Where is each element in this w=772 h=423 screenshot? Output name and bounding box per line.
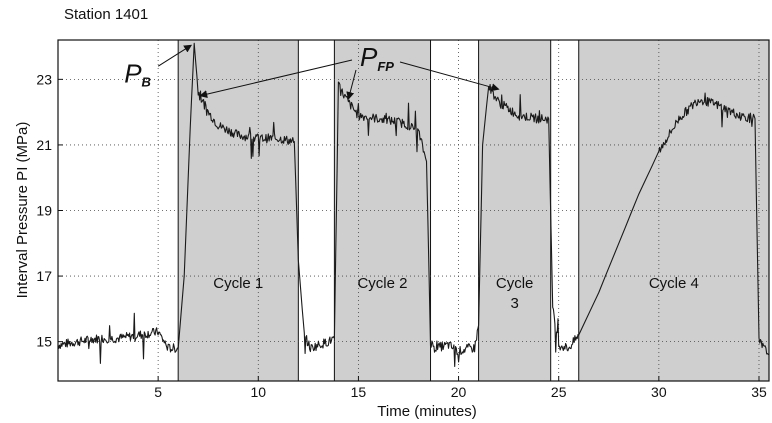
- x-axis-label: Time (minutes): [377, 403, 476, 420]
- pressure-series-line: [57, 42, 770, 368]
- y-tick-label: 19: [36, 203, 52, 219]
- x-tick-label: 10: [250, 384, 266, 400]
- x-tick-label: 25: [551, 384, 567, 400]
- y-axis-label: Interval Pressure PI (MPa): [14, 122, 31, 299]
- x-tick-label: 20: [451, 384, 467, 400]
- cycle-region-4: [578, 39, 770, 382]
- cycle-label-2: Cycle 2: [357, 275, 407, 292]
- y-tick-label: 15: [36, 334, 52, 350]
- cycle-label-4: Cycle 4: [649, 275, 699, 292]
- annotation-pb-arrow: [157, 44, 193, 67]
- y-tick-label: 21: [36, 137, 52, 153]
- x-tick-label: 5: [154, 384, 162, 400]
- annotation-pfp-arrow: [399, 61, 500, 92]
- annotation-pb-label: PB: [124, 59, 151, 90]
- cycle-label-3: Cycle 3: [496, 275, 534, 312]
- annotation-pfp-arrow: [199, 59, 353, 99]
- x-tick-label: 35: [751, 384, 767, 400]
- y-tick-label: 17: [36, 268, 52, 284]
- chart-title: Station 1401: [64, 6, 149, 23]
- y-tick-label: 23: [36, 71, 52, 87]
- x-tick-label: 30: [651, 384, 667, 400]
- annotation-pfp-arrow: [346, 69, 357, 100]
- x-tick-label: 15: [351, 384, 367, 400]
- cycle-label-1: Cycle 1: [213, 275, 263, 292]
